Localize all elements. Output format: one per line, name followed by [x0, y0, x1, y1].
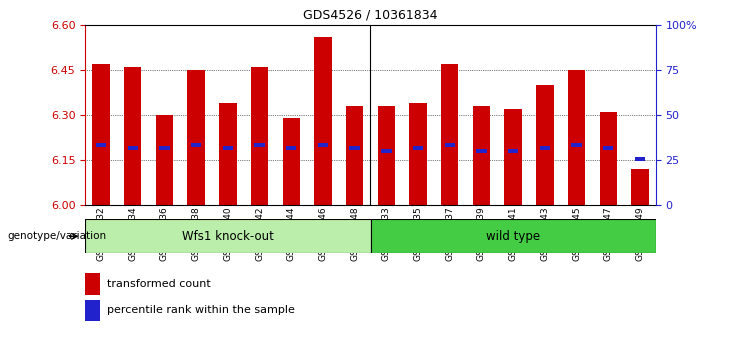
Bar — [378, 106, 395, 205]
Bar — [599, 112, 617, 205]
Bar — [631, 169, 648, 205]
Bar — [571, 143, 582, 147]
Bar — [159, 146, 170, 150]
Bar — [124, 67, 142, 205]
Bar — [505, 109, 522, 205]
Bar — [85, 219, 370, 253]
Text: GDS4526 / 10361834: GDS4526 / 10361834 — [303, 9, 438, 22]
Bar — [282, 118, 300, 205]
Bar — [603, 146, 614, 150]
Bar — [127, 146, 138, 150]
Bar — [370, 219, 656, 253]
Bar — [254, 143, 265, 147]
Bar — [85, 299, 100, 321]
Text: percentile rank within the sample: percentile rank within the sample — [107, 306, 296, 315]
Text: wild type: wild type — [486, 230, 540, 243]
Text: transformed count: transformed count — [107, 279, 211, 289]
Bar — [156, 115, 173, 205]
Bar — [473, 106, 490, 205]
Bar — [568, 70, 585, 205]
Bar — [286, 146, 296, 150]
Bar — [191, 143, 202, 147]
Bar — [539, 146, 550, 150]
Bar — [251, 67, 268, 205]
Bar — [219, 103, 236, 205]
Bar — [346, 106, 363, 205]
Text: genotype/variation: genotype/variation — [7, 231, 107, 241]
Bar — [85, 273, 100, 295]
Bar — [314, 37, 332, 205]
Bar — [222, 146, 233, 150]
Bar — [441, 64, 459, 205]
Bar — [635, 157, 645, 161]
Bar — [508, 149, 519, 153]
Bar — [350, 146, 360, 150]
Bar — [536, 85, 554, 205]
Bar — [409, 103, 427, 205]
Bar — [96, 143, 106, 147]
Bar — [476, 149, 487, 153]
Bar — [445, 143, 455, 147]
Text: Wfs1 knock-out: Wfs1 knock-out — [182, 230, 273, 243]
Bar — [413, 146, 423, 150]
Bar — [93, 64, 110, 205]
Bar — [381, 149, 391, 153]
Bar — [187, 70, 205, 205]
Bar — [318, 143, 328, 147]
